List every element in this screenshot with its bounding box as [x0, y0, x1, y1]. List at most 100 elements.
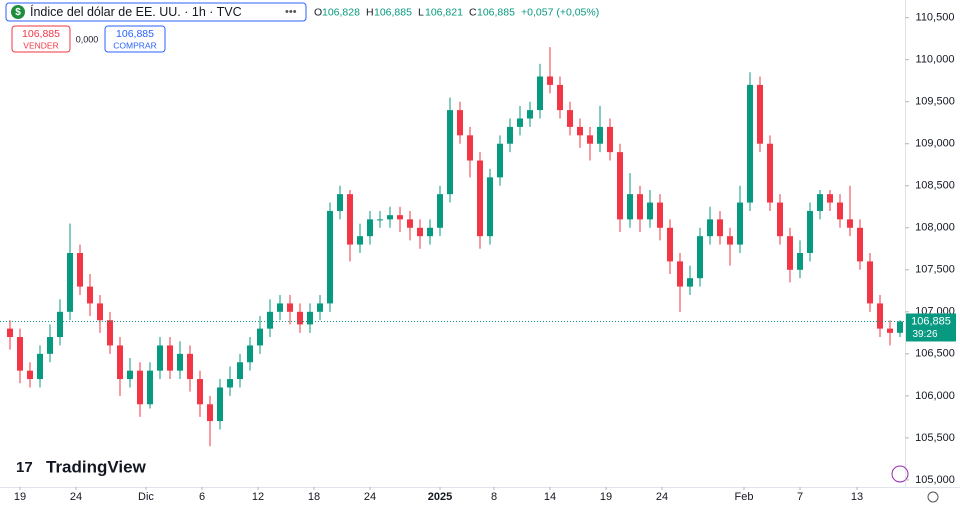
candle-body: [317, 303, 323, 312]
candle-body: [417, 227, 423, 237]
alert-icon[interactable]: [891, 465, 909, 483]
candle-body: [427, 227, 433, 237]
sell-price: 106,885: [22, 28, 60, 40]
candle-body: [727, 236, 733, 245]
legend-h-label: H: [366, 6, 374, 18]
candle-body: [707, 219, 713, 237]
legend-open: 106,828: [322, 6, 360, 18]
legend-close: 106,885: [477, 6, 515, 18]
candle-body: [227, 379, 233, 388]
y-tick-label: 106,000: [915, 390, 955, 402]
candle-body: [777, 202, 783, 237]
brand-logo: 17: [16, 459, 33, 476]
candle-body: [717, 219, 723, 237]
candle-body: [677, 261, 683, 287]
candle-body: [497, 143, 503, 178]
candle-body: [767, 143, 773, 203]
candle-body: [837, 202, 843, 220]
legend-change: +0,057 (+0,05%): [521, 6, 599, 18]
candle-body: [367, 219, 373, 237]
candle-body: [557, 84, 563, 111]
candle-body: [617, 152, 623, 220]
candle-body: [107, 320, 113, 346]
candle-body: [97, 303, 103, 321]
candle-body: [747, 84, 753, 203]
candle-body: [527, 110, 533, 119]
candle-body: [27, 370, 33, 380]
x-tick-label: 24: [656, 491, 668, 503]
candle-body: [187, 353, 193, 380]
x-tick-label: 8: [491, 491, 497, 503]
x-tick-label: 19: [14, 491, 26, 503]
candle-body: [847, 219, 853, 228]
candle-body: [87, 286, 93, 304]
candle-body: [387, 215, 393, 220]
candle-body: [237, 362, 243, 380]
candle-body: [357, 236, 363, 245]
spread: 0,000: [76, 34, 99, 44]
y-tick-label: 108,000: [915, 222, 955, 234]
candle-body: [807, 210, 813, 253]
last-price-box: [906, 313, 956, 342]
x-tick-label: 24: [364, 491, 376, 503]
y-tick-label: 110,000: [916, 54, 955, 66]
y-tick-label: 109,500: [915, 96, 955, 108]
legend-high: 106,885: [374, 6, 412, 18]
candle-body: [207, 404, 213, 422]
more-menu[interactable]: •••: [285, 6, 297, 18]
candle-body: [487, 177, 493, 237]
candle-body: [47, 337, 53, 354]
countdown: 39:26: [912, 329, 937, 340]
candle-body: [667, 227, 673, 262]
candle-body: [687, 278, 693, 287]
sell-label: VENDER: [23, 40, 58, 50]
candle-body: [467, 135, 473, 161]
candle-body: [77, 252, 83, 287]
y-tick-label: 107,500: [915, 264, 955, 276]
candle-body: [577, 126, 583, 136]
candle-body: [397, 215, 403, 220]
symbol-box[interactable]: [5, 2, 307, 22]
candle-body: [787, 236, 793, 270]
candle-body: [297, 311, 303, 325]
candle-body: [287, 303, 293, 312]
sell-button[interactable]: [11, 25, 71, 53]
legend-low: 106,821: [425, 6, 463, 18]
symbol-icon: [11, 5, 25, 19]
candle-body: [637, 194, 643, 220]
buy-price: 106,885: [116, 28, 154, 40]
chart-title: Índice del dólar de EE. UU. · 1h · TVC: [30, 4, 242, 19]
candle-body: [827, 194, 833, 203]
candle-body: [177, 353, 183, 371]
x-tick-label: 7: [797, 491, 803, 503]
candle-body: [327, 210, 333, 304]
x-tick-label: 14: [544, 491, 556, 503]
candle-body: [597, 126, 603, 144]
candle-body: [277, 303, 283, 312]
candle-body: [737, 202, 743, 245]
candle-body: [587, 135, 593, 144]
candle-body: [437, 194, 443, 228]
candle-body: [757, 84, 763, 144]
y-tick-label: 109,000: [915, 138, 955, 150]
candle-body: [447, 110, 453, 195]
settings-icon[interactable]: [927, 491, 939, 503]
x-tick-label: 13: [851, 491, 863, 503]
x-tick-label: 6: [199, 491, 205, 503]
last-price-label: 106,885: [911, 315, 951, 327]
x-tick-label: 19: [600, 491, 612, 503]
candle-body: [817, 194, 823, 211]
candle-body: [897, 321, 903, 333]
x-tick-label: 2025: [428, 491, 452, 503]
candle-body: [307, 311, 313, 325]
candle-body: [797, 252, 803, 270]
x-tick-label: Dic: [138, 491, 154, 503]
candle-body: [547, 76, 553, 85]
buy-button[interactable]: [104, 25, 166, 53]
candle-body: [37, 353, 43, 380]
candle-body: [657, 202, 663, 228]
candle-body: [57, 311, 63, 338]
candle-body: [607, 126, 613, 153]
